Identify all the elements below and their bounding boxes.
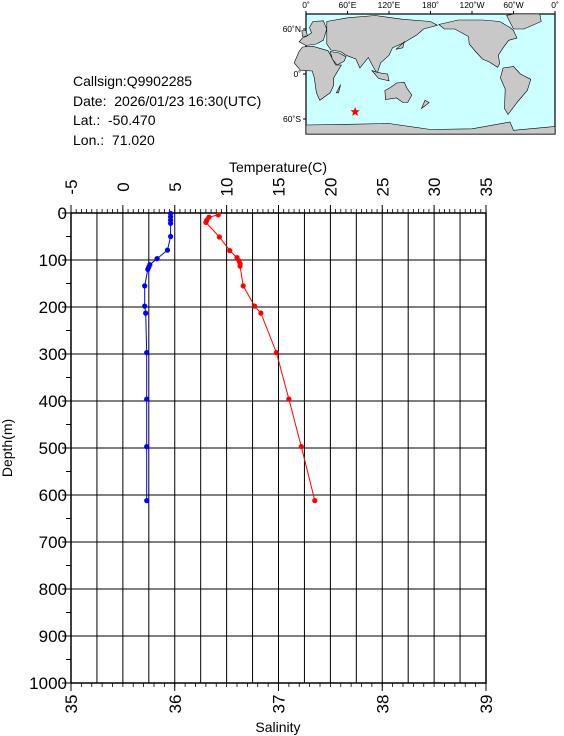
temperature-tick-label: 25 xyxy=(373,178,392,197)
salinity-point xyxy=(144,350,150,356)
salinity-axis-title: Salinity xyxy=(255,719,300,735)
depth-tick-label: 200 xyxy=(39,298,67,317)
land-asia xyxy=(326,15,439,74)
temperature-point xyxy=(216,234,222,240)
land-antarctica xyxy=(305,121,556,135)
map-longitude-label: 0˚ xyxy=(302,0,310,10)
date-text: Date: 2026/01/23 16:30(UTC) xyxy=(73,92,262,109)
map-longitude-label: 60˚E xyxy=(339,0,357,10)
land-japan xyxy=(395,40,405,50)
temperature-point xyxy=(227,248,233,254)
temperature-tick-label: -5 xyxy=(62,179,81,194)
map-latitude-label: 0˚ xyxy=(293,69,301,79)
salinity-point xyxy=(154,256,160,262)
salinity-tick-label: 39 xyxy=(477,695,496,714)
map-longitude-label: 120˚E xyxy=(378,0,401,10)
depth-tick-label: 300 xyxy=(39,345,67,364)
temperature-point xyxy=(237,263,243,269)
callsign-text: Callsign:Q9902285 xyxy=(73,73,193,89)
temperature-tick-label: 5 xyxy=(166,182,185,191)
float-info: Callsign:Q9902285 Date: 2026/01/23 16:30… xyxy=(73,72,261,150)
chart-grid xyxy=(70,212,487,684)
temperature-tick-label: 20 xyxy=(321,178,340,197)
latitude-text: Lat.: -50.470 xyxy=(73,112,156,128)
depth-tick-label: 1000 xyxy=(29,674,67,693)
salinity-tick-label: 35 xyxy=(62,695,81,714)
depth-tick-label: 800 xyxy=(39,580,67,599)
temperature-point xyxy=(312,498,318,504)
salinity-point xyxy=(164,247,171,253)
temperature-point xyxy=(286,396,292,402)
land-uk xyxy=(301,30,308,37)
chart-series xyxy=(142,210,318,504)
depth-tick-label: 400 xyxy=(39,392,67,411)
map-longitude-label: 180˚ xyxy=(422,0,439,10)
temperature-tick-label: 0 xyxy=(114,182,133,191)
temperature-point xyxy=(203,219,209,225)
salinity-point xyxy=(143,310,149,316)
temperature-tick-label: 15 xyxy=(270,178,289,197)
map-longitude-label: 60˚W xyxy=(503,0,523,10)
land-south-america xyxy=(500,66,532,116)
temperature-point xyxy=(273,350,279,356)
salinity-point xyxy=(144,498,150,504)
salinity-point xyxy=(144,396,150,402)
temperature-profile-line xyxy=(205,214,316,501)
depth-tick-label: 500 xyxy=(39,439,67,458)
depth-axis-title: Depth(m) xyxy=(0,419,15,477)
temperature-axis-title: Temperature(C) xyxy=(229,159,327,175)
land-madagascar xyxy=(335,84,341,94)
temperature-point xyxy=(258,310,264,316)
depth-tick-label: 700 xyxy=(39,533,67,552)
map-latitude-label: 60˚S xyxy=(283,114,301,124)
temperature-point xyxy=(215,212,221,218)
temperature-point xyxy=(252,303,258,309)
temperature-point xyxy=(298,444,304,450)
salinity-point xyxy=(142,303,148,309)
land-australia xyxy=(384,81,413,103)
temperature-point xyxy=(240,283,246,289)
salinity-point xyxy=(142,283,148,289)
land-north-america xyxy=(438,19,518,68)
chart-ticks: 0 100 200 300 400 500 600 700 800 900 1000 -5 0 5 10 15… xyxy=(29,178,496,714)
salinity-point xyxy=(145,266,151,272)
land-arabia xyxy=(329,51,347,66)
temperature-tick-label: 30 xyxy=(425,178,444,197)
depth-tick-label: 900 xyxy=(39,627,67,646)
land-new-zealand xyxy=(420,99,430,110)
salinity-point xyxy=(168,220,174,226)
salinity-point xyxy=(144,444,150,450)
salinity-tick-label: 36 xyxy=(166,695,185,714)
salinity-tick-label: 37 xyxy=(270,695,289,714)
land-indonesia xyxy=(371,70,390,82)
salinity-tick-label: 38 xyxy=(373,695,392,714)
land-greenland xyxy=(506,13,542,30)
map-longitude-label: 0˚ xyxy=(551,0,559,10)
map-latitude-label: 60˚N xyxy=(283,24,301,34)
temperature-tick-label: 10 xyxy=(218,178,237,197)
map-longitude-label: 120˚W xyxy=(459,0,484,10)
land-africa xyxy=(293,45,342,101)
float-location-marker xyxy=(350,106,360,116)
temperature-tick-label: 35 xyxy=(477,178,496,197)
depth-tick-label: 0 xyxy=(58,204,67,223)
longitude-text: Lon.: 71.020 xyxy=(73,131,155,148)
land-europe-west xyxy=(298,20,328,46)
salinity-point xyxy=(168,233,174,240)
depth-tick-label: 100 xyxy=(39,251,67,270)
depth-tick-label: 600 xyxy=(39,486,67,505)
